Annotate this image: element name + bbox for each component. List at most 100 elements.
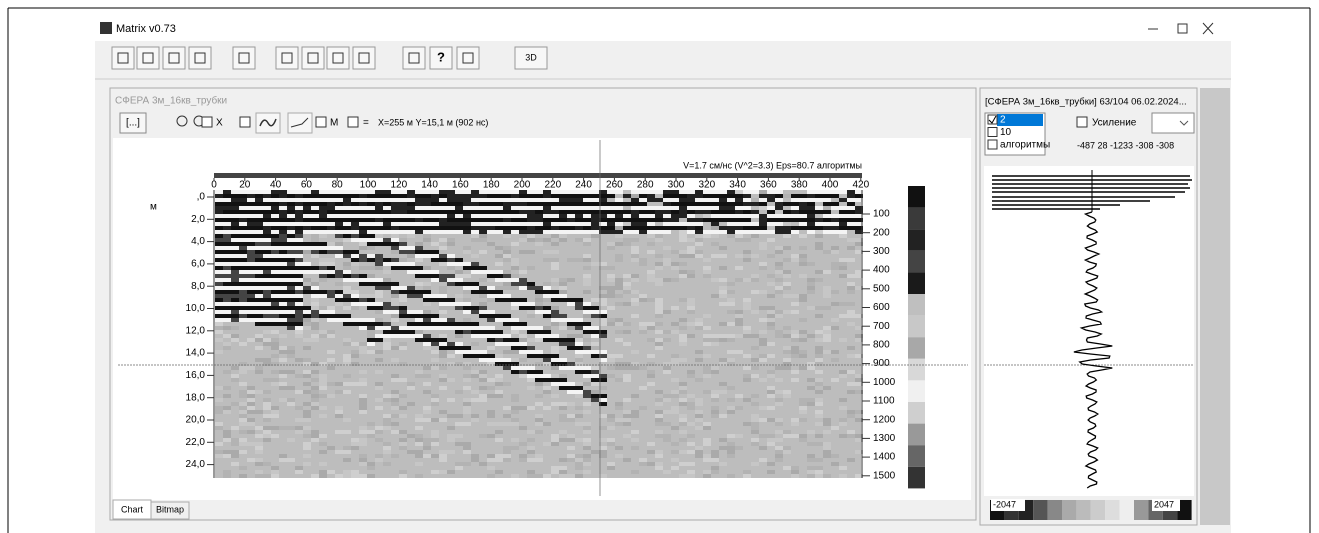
tool-button[interactable] xyxy=(353,47,375,69)
list-item[interactable]: алгоритмы xyxy=(1000,140,1050,151)
radar-cell xyxy=(527,214,535,218)
radar-cell xyxy=(287,294,295,298)
radar-cell xyxy=(543,226,551,230)
radar-cell xyxy=(719,202,727,206)
radar-cell xyxy=(343,374,351,378)
radar-cell xyxy=(431,274,439,278)
radar-cell xyxy=(815,410,823,414)
radar-cell xyxy=(527,218,535,222)
radar-cell xyxy=(327,210,335,214)
checkbox[interactable] xyxy=(240,117,250,127)
radar-cell xyxy=(375,218,383,222)
radar-cell xyxy=(399,262,407,266)
radar-cell xyxy=(767,342,775,346)
tool-button[interactable] xyxy=(137,47,159,69)
radar-cell xyxy=(503,414,511,418)
radar-cell xyxy=(607,414,615,418)
radar-cell xyxy=(655,234,663,238)
radar-cell xyxy=(399,310,407,314)
radar-cell xyxy=(223,454,231,458)
line-button[interactable] xyxy=(288,113,312,133)
tool-button[interactable] xyxy=(189,47,211,69)
radar-cell xyxy=(647,326,655,330)
radar-cell xyxy=(383,338,391,342)
radar-cell xyxy=(231,462,239,466)
radar-cell xyxy=(399,442,407,446)
scrollbar[interactable] xyxy=(1200,88,1230,525)
radar-cell xyxy=(367,322,375,326)
radar-cell xyxy=(663,398,671,402)
radar-cell xyxy=(287,318,295,322)
radar-cell xyxy=(759,242,767,246)
radar-cell xyxy=(303,370,311,374)
radar-cell xyxy=(831,462,839,466)
radar-cell xyxy=(455,442,463,446)
radar-cell xyxy=(391,202,399,206)
tool-button[interactable] xyxy=(233,47,255,69)
gain-checkbox[interactable] xyxy=(1077,117,1087,127)
radar-cell xyxy=(223,202,231,206)
radar-cell xyxy=(223,470,231,474)
checkbox-eq[interactable] xyxy=(348,117,358,127)
radar-cell xyxy=(431,210,439,214)
radar-cell xyxy=(615,330,623,334)
list-checkbox[interactable] xyxy=(988,140,997,149)
distance-label: 240 xyxy=(575,180,592,191)
radar-cell xyxy=(439,286,447,290)
radar-cell xyxy=(783,310,791,314)
radar-cell xyxy=(639,194,647,198)
radar-cell xyxy=(655,330,663,334)
radar-cell xyxy=(519,406,527,410)
radar-cell xyxy=(247,418,255,422)
radar-cell xyxy=(615,202,623,206)
radar-cell xyxy=(687,310,695,314)
radar-cell xyxy=(767,442,775,446)
tool-button[interactable] xyxy=(163,47,185,69)
radar-cell xyxy=(551,350,559,354)
radar-cell xyxy=(343,294,351,298)
radar-cell xyxy=(815,222,823,226)
tab-label[interactable]: Chart xyxy=(121,504,144,514)
tool-button[interactable] xyxy=(112,47,134,69)
radar-cell xyxy=(231,450,239,454)
radar-cell xyxy=(655,262,663,266)
radar-cell xyxy=(279,270,287,274)
radar-cell xyxy=(783,286,791,290)
radar-cell xyxy=(487,286,495,290)
radar-cell xyxy=(239,246,247,250)
radar-cell xyxy=(527,202,535,206)
radar-cell xyxy=(847,198,855,202)
dropdown[interactable] xyxy=(1152,113,1194,133)
tool-button[interactable] xyxy=(302,47,324,69)
checkbox-x[interactable] xyxy=(202,117,212,127)
radar-cell xyxy=(527,266,535,270)
radar-cell xyxy=(471,334,479,338)
radar-cell xyxy=(671,442,679,446)
tool-label[interactable]: ? xyxy=(437,49,445,64)
tab-label[interactable]: Bitmap xyxy=(156,504,184,514)
radar-cell xyxy=(311,394,319,398)
radar-cell xyxy=(783,334,791,338)
radar-cell xyxy=(447,322,455,326)
radar-cell xyxy=(695,398,703,402)
tool-button[interactable] xyxy=(327,47,349,69)
tool-label[interactable]: 3D xyxy=(525,52,537,62)
radar-cell xyxy=(463,310,471,314)
tool-button[interactable] xyxy=(276,47,298,69)
radar-cell xyxy=(583,266,591,270)
tool-button[interactable] xyxy=(403,47,425,69)
depth-label: 20,0 xyxy=(186,415,206,426)
radar-cell xyxy=(639,294,647,298)
browse-label[interactable]: [...] xyxy=(126,118,140,129)
checkbox-m[interactable] xyxy=(316,117,326,127)
list-item[interactable]: 2 xyxy=(1000,115,1006,126)
list-checkbox[interactable] xyxy=(988,128,997,137)
radar-cell xyxy=(535,302,543,306)
radar-cell xyxy=(743,306,751,310)
color-block xyxy=(908,424,925,446)
radar-cell xyxy=(263,258,271,262)
list-item[interactable]: 10 xyxy=(1000,127,1012,138)
radar-cell xyxy=(487,298,495,302)
radar-cell xyxy=(359,238,367,242)
tool-button[interactable] xyxy=(457,47,479,69)
